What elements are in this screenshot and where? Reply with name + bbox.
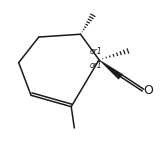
Text: or1: or1 [90,47,102,56]
Text: O: O [143,84,153,97]
Polygon shape [99,60,123,79]
Text: or1: or1 [90,61,102,70]
